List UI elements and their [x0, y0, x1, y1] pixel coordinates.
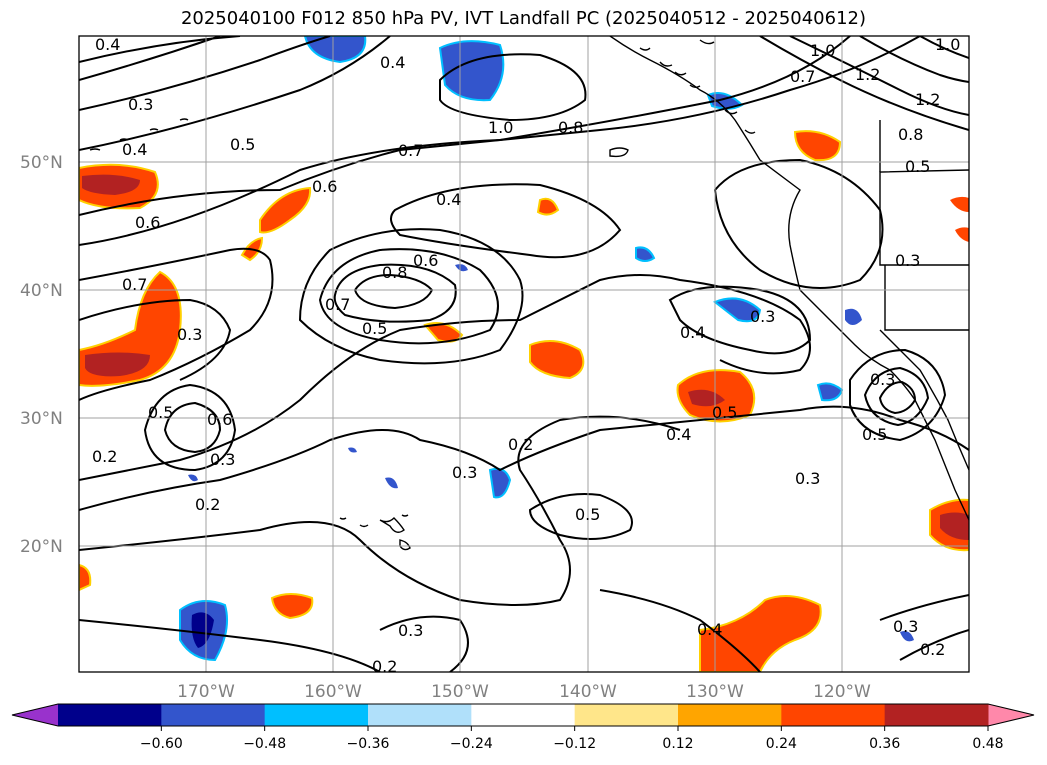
lon-label: 150°W: [431, 682, 489, 702]
contour-label: 0.4: [95, 35, 120, 54]
contour-label: 0.7: [790, 67, 815, 86]
contour-label: 0.6: [207, 410, 232, 429]
colorbar-box: [58, 704, 162, 726]
contour-label: 0.2: [920, 640, 945, 659]
map-frame: [78, 35, 970, 673]
colorbar-box: [574, 704, 679, 726]
contour-label: 0.4: [666, 425, 691, 444]
contour-label: 0.3: [870, 370, 895, 389]
contour-label: 1.2: [855, 65, 880, 84]
lon-label: 160°W: [304, 682, 362, 702]
contour-label: 1.2: [915, 90, 940, 109]
contour-label: 0.3: [893, 617, 918, 636]
contour-label: 0.6: [413, 251, 438, 270]
colorbar-box: [368, 704, 472, 726]
contour-label: 0.3: [177, 325, 202, 344]
contour-label: 0.4: [680, 323, 705, 342]
colorbar-box: [471, 704, 576, 726]
contour-label: 0.4: [122, 140, 147, 159]
contour-label: 0.2: [372, 657, 397, 676]
colorbar-box: [884, 704, 989, 726]
colorbar-min-arrow: [12, 704, 58, 726]
contour-label: 0.5: [148, 403, 173, 422]
contour-label: 0.8: [898, 125, 923, 144]
colorbar-tick-label: 0.36: [869, 736, 900, 752]
pv-contours: [79, 36, 969, 672]
contour-label: 1.0: [810, 41, 835, 60]
contour-label: 0.7: [398, 141, 423, 160]
contour-label: 0.4: [697, 620, 722, 639]
contour-label: 1.0: [935, 35, 960, 54]
contour-label: 0.3: [452, 463, 477, 482]
lat-label: 50°N: [20, 153, 63, 173]
contour-label: 0.2: [508, 435, 533, 454]
colorbar-box: [781, 704, 886, 726]
colorbar-tick-label: 0.48: [972, 736, 1003, 752]
contour-label: 0.5: [575, 505, 600, 524]
colorbar-box: [161, 704, 266, 726]
contour-label: 0.8: [382, 263, 407, 282]
contour-label: 0.7: [325, 295, 350, 314]
contour-label: 1.0: [488, 118, 513, 137]
lat-label: 30°N: [20, 409, 63, 429]
colorbar-tick-label: −0.24: [450, 736, 493, 752]
pv-fill-regions: [79, 36, 969, 672]
contour-label: 0.3: [128, 95, 153, 114]
colorbar-tick-label: −0.36: [347, 736, 390, 752]
contour-label: 0.5: [230, 135, 255, 154]
colorbar-tick-label: −0.12: [553, 736, 596, 752]
colorbar-outline: [11, 703, 1035, 727]
contour-label: 0.5: [712, 403, 737, 422]
contour-label: 0.3: [398, 621, 423, 640]
colorbar: −0.60 −0.48 −0.36 −0.24 −0.12 0.12 0.24 0.36 0.4…: [11, 703, 1035, 752]
colorbar-tick-label: −0.60: [140, 736, 183, 752]
colorbar-tick-label: 0.12: [662, 736, 693, 752]
contour-label: 0.7: [122, 275, 147, 294]
contour-label: 0.3: [210, 450, 235, 469]
lat-label: 20°N: [20, 537, 63, 557]
contour-label: 0.3: [895, 251, 920, 270]
contour-label: 0.3: [795, 469, 820, 488]
contour-label: 0.4: [380, 53, 405, 72]
contour-label: 0.2: [195, 495, 220, 514]
graticule: [79, 36, 969, 672]
contour-label: 0.4: [436, 190, 461, 209]
lon-label: 170°W: [177, 682, 235, 702]
contour-label: 0.5: [362, 319, 387, 338]
contour-label: 0.6: [312, 177, 337, 196]
lon-label: 120°W: [813, 682, 871, 702]
lon-label: 130°W: [686, 682, 744, 702]
longitude-labels: 170°W 160°W 150°W 140°W 130°W 120°W: [177, 682, 871, 702]
map-title: 2025040100 F012 850 hPa PV, IVT Landfall…: [180, 8, 867, 29]
contour-label: 0.2: [92, 447, 117, 466]
latitude-labels: 50°N 40°N 30°N 20°N: [20, 153, 63, 557]
contour-label: 0.8: [558, 118, 583, 137]
colorbar-box: [678, 704, 782, 726]
colorbar-max-arrow: [988, 704, 1034, 726]
colorbar-tick-label: −0.48: [243, 736, 286, 752]
contour-label: 0.5: [862, 425, 887, 444]
colorbar-tick-label: 0.24: [766, 736, 797, 752]
contour-labels: 0.4 0.3 0.4 0.5 0.6 0.6 0.7 0.3 0.5 0.6 …: [92, 35, 960, 676]
lat-label: 40°N: [20, 281, 63, 301]
lon-label: 140°W: [559, 682, 617, 702]
map-area: [79, 36, 969, 672]
contour-label: 0.5: [905, 157, 930, 176]
contour-label: 0.6: [135, 213, 160, 232]
contour-label: 0.3: [750, 307, 775, 326]
colorbar-box: [264, 704, 369, 726]
